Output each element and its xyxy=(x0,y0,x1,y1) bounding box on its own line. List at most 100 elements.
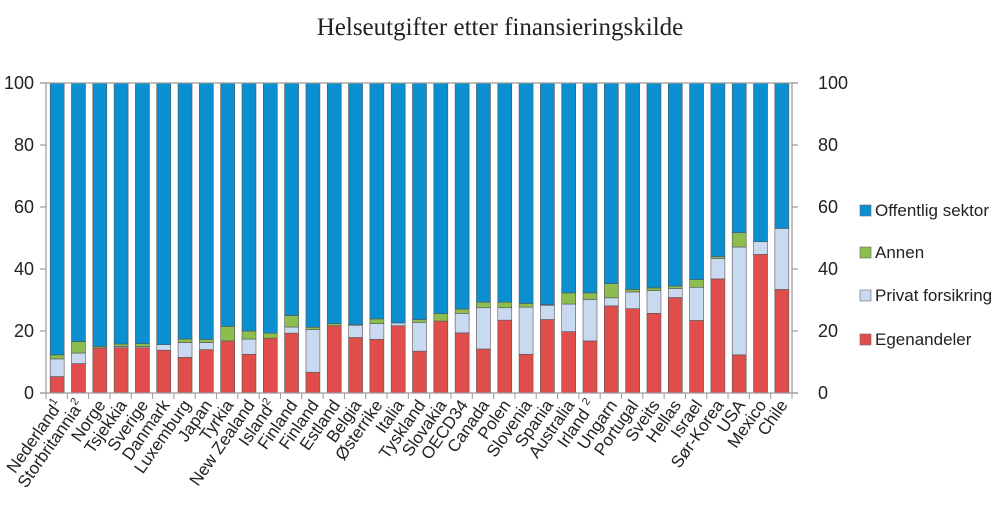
bar-segment xyxy=(92,82,108,347)
ticks-group: 0 0 20 20 40 40 60 60 80 80 100 100 xyxy=(4,73,848,403)
bar-segment xyxy=(753,254,768,394)
bar-segment xyxy=(646,290,662,314)
bar-segment xyxy=(220,326,235,342)
bar-segment xyxy=(689,82,704,280)
bar-segment xyxy=(177,338,193,343)
bar-segment xyxy=(476,82,491,303)
bar-segment xyxy=(92,347,108,394)
bar-segment xyxy=(326,323,342,327)
bar-segment xyxy=(710,82,726,257)
bar-segment xyxy=(689,279,704,288)
legend-label: Offentlig sektor xyxy=(875,201,989,220)
legend-group: Offentlig sektor Annen Privat forsikring Eg… xyxy=(859,201,992,349)
legend-swatch xyxy=(859,333,872,346)
bar-segment xyxy=(476,307,491,350)
bar-segment xyxy=(625,291,640,309)
bar-segment xyxy=(689,286,704,321)
category-labels-group: Nederland1Storbritannia2NorgeTsjekkiaSve… xyxy=(3,396,792,491)
bar-segment xyxy=(262,332,278,339)
bar-segment xyxy=(348,324,363,338)
bar-segment xyxy=(731,246,747,356)
bar-segment xyxy=(646,82,662,289)
bar-segment xyxy=(667,82,683,287)
bar-segment xyxy=(284,82,299,316)
bar-segment xyxy=(135,347,150,394)
bar-segment xyxy=(220,340,235,394)
bar-segment xyxy=(753,241,768,255)
bar-segment xyxy=(604,297,619,307)
bars-group xyxy=(49,82,790,394)
bar-segment xyxy=(412,350,427,394)
bar-segment xyxy=(199,82,214,340)
bar-segment xyxy=(625,308,640,394)
bar-segment xyxy=(156,344,172,351)
bar-segment xyxy=(241,330,257,340)
bar-segment xyxy=(199,342,214,350)
bar-segment xyxy=(774,289,790,394)
bar-segment xyxy=(667,297,683,394)
bar-segment xyxy=(774,228,790,290)
bar-segment xyxy=(113,343,129,347)
bar-segment xyxy=(113,347,129,394)
bar-segment xyxy=(390,322,406,327)
bar-segment xyxy=(774,82,790,229)
bar-segment xyxy=(604,82,619,284)
bar-segment xyxy=(177,82,193,340)
bar-segment xyxy=(454,82,470,310)
bar-segment xyxy=(284,332,299,394)
legend-swatch xyxy=(859,289,872,302)
bar-segment xyxy=(454,313,470,334)
y-tick-label-right: 60 xyxy=(818,197,838,217)
bar-segment xyxy=(199,339,214,343)
bar-segment xyxy=(518,303,534,308)
bar-segment xyxy=(390,82,406,324)
bar-segment xyxy=(199,349,214,394)
bar-segment xyxy=(156,349,172,394)
bar-segment xyxy=(305,82,321,328)
bar-segment xyxy=(262,337,278,394)
bar-segment xyxy=(561,331,577,394)
bar-segment xyxy=(518,353,534,394)
bar-segment xyxy=(561,292,577,305)
bar-segment xyxy=(433,82,449,314)
bar-segment xyxy=(49,354,65,360)
bar-segment xyxy=(540,304,555,320)
bar-segment xyxy=(241,82,257,332)
bar-segment xyxy=(369,318,385,324)
bar-segment xyxy=(476,301,491,309)
y-tick-label-right: 0 xyxy=(818,383,828,403)
y-tick-label-left: 80 xyxy=(14,135,34,155)
bar-segment xyxy=(241,338,257,355)
bar-segment xyxy=(284,315,299,328)
bar-segment xyxy=(71,82,86,342)
legend-label: Egenandeler xyxy=(875,330,972,349)
bar-segment xyxy=(540,82,555,305)
bar-segment xyxy=(262,82,278,334)
bar-segment xyxy=(518,82,534,304)
bar-segment xyxy=(582,340,598,394)
y-tick-label-right: 20 xyxy=(818,321,838,341)
bar-segment xyxy=(646,313,662,394)
category-footnote: 2 xyxy=(580,396,593,408)
bar-segment xyxy=(369,82,385,320)
y-tick-label-left: 20 xyxy=(14,321,34,341)
bar-segment xyxy=(49,376,65,394)
bar-segment xyxy=(49,82,65,356)
bar-segment xyxy=(540,319,555,394)
bar-segment xyxy=(412,319,427,323)
bar-segment xyxy=(156,82,172,345)
bar-segment xyxy=(454,308,470,314)
axes-group xyxy=(40,82,798,394)
bar-segment xyxy=(433,320,449,394)
bar-segment xyxy=(710,258,726,280)
bar-segment xyxy=(667,285,683,289)
bar-segment xyxy=(454,332,470,394)
bar-segment xyxy=(305,329,321,373)
bar-segment xyxy=(71,352,86,364)
bar-segment xyxy=(220,82,235,327)
bar-segment xyxy=(497,319,513,394)
category-footnote: 2 xyxy=(68,396,81,408)
bar-segment xyxy=(667,288,683,298)
bar-segment xyxy=(284,326,299,334)
